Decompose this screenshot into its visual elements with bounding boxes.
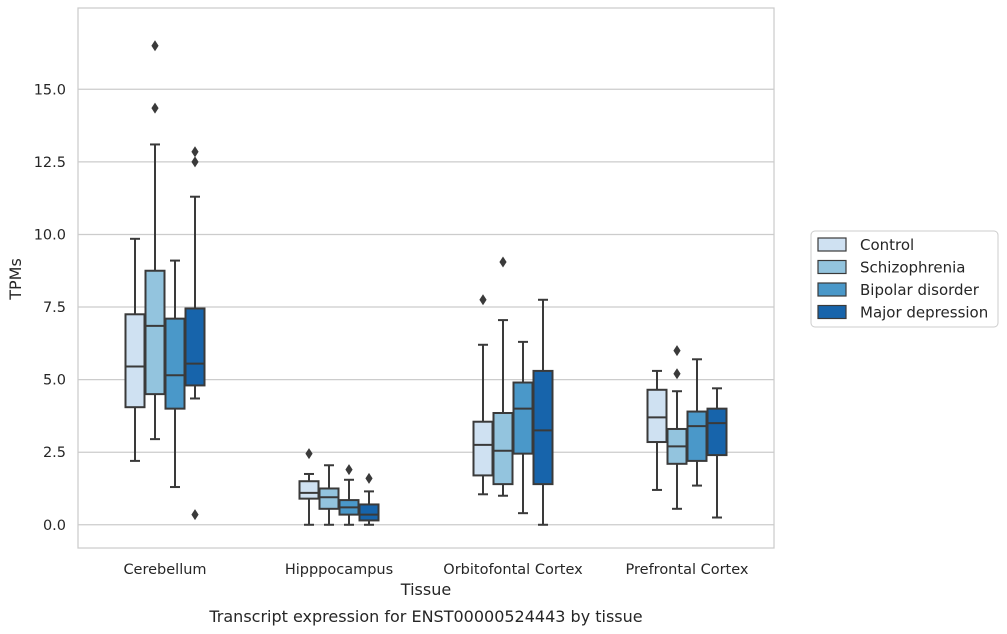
box [318, 487, 340, 510]
x-tick-label: Cerebellum [123, 562, 206, 578]
box [532, 369, 554, 486]
box-group [144, 40, 166, 441]
box [706, 407, 728, 457]
y-tick-label: 15.0 [34, 82, 66, 98]
y-axis-label: TPMs [6, 258, 25, 301]
outlier-point [479, 294, 487, 306]
y-tick-label: 7.5 [43, 300, 66, 316]
box-group [298, 448, 320, 526]
box [492, 412, 514, 486]
x-axis-label: Tissue [400, 580, 451, 599]
x-tick-label: Hipppocampus [285, 562, 393, 578]
x-tick-label: Orbitofontal Cortex [443, 562, 583, 578]
box-group [532, 298, 554, 526]
box [686, 410, 708, 462]
outlier-point [673, 345, 681, 357]
box-group [512, 340, 534, 515]
box-group [184, 146, 206, 521]
box [472, 420, 494, 477]
x-tick-labels: Cerebellum Hipppocampus Orbitofontal Corte… [123, 562, 748, 578]
legend-swatch [817, 237, 847, 252]
outlier-point [191, 509, 199, 521]
legend: Control Schizophrenia Bipolar disorder Majo… [810, 230, 999, 328]
outlier-point [151, 40, 159, 52]
outlier-point [345, 464, 353, 476]
outlier-point [365, 472, 373, 484]
box-group [338, 464, 360, 526]
y-tick-label: 2.5 [43, 445, 66, 461]
legend-frame [810, 230, 999, 328]
chart-caption: Transcript expression for ENST0000052444… [208, 607, 642, 626]
legend-label: Bipolar disorder [860, 281, 980, 299]
boxes [124, 40, 728, 526]
box [512, 381, 534, 455]
legend-swatch [817, 282, 847, 297]
y-tick-label: 5.0 [43, 373, 66, 389]
legend-label: Schizophrenia [860, 259, 965, 277]
y-tick-label: 12.5 [34, 155, 66, 171]
outlier-point [499, 256, 507, 268]
legend-swatch [817, 304, 847, 320]
box [124, 313, 146, 409]
outlier-point [673, 368, 681, 380]
box-group [358, 472, 380, 526]
box-group [318, 464, 340, 526]
y-tick-labels: 0.0 2.5 5.0 7.5 10.0 12.5 15.0 [34, 82, 66, 533]
outlier-point [191, 156, 199, 168]
outlier-point [305, 448, 313, 460]
legend-swatch [817, 259, 847, 275]
legend-label: Control [860, 236, 914, 254]
box [358, 503, 380, 522]
box [184, 307, 206, 387]
box-group [646, 369, 668, 491]
x-tick-label: Prefrontal Cortex [626, 562, 749, 578]
box [298, 480, 320, 500]
box [646, 388, 668, 444]
box [144, 269, 166, 396]
box [164, 317, 186, 410]
y-tick-label: 10.0 [34, 227, 66, 243]
box-group [706, 387, 728, 519]
box-group [164, 259, 186, 489]
legend-label: Major depression [860, 304, 988, 322]
outlier-point [151, 102, 159, 114]
outlier-point [191, 146, 199, 158]
y-tick-label: 0.0 [43, 518, 66, 534]
box-group [666, 345, 688, 510]
